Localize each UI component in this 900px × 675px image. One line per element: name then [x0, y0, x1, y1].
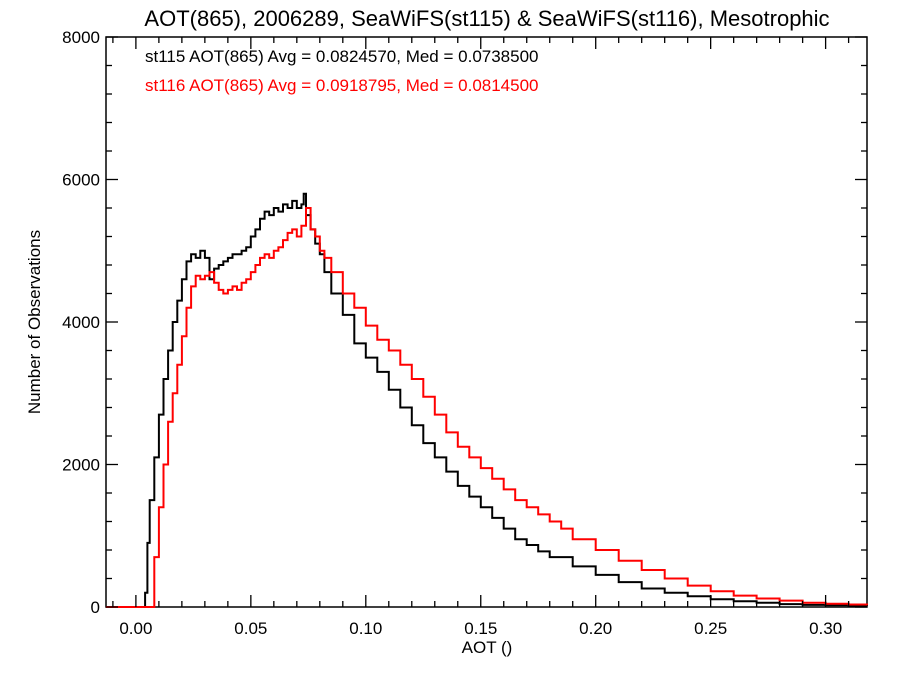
x-tick-label: 0.00 [119, 619, 152, 638]
series-layer [106, 192, 868, 608]
x-axis-label: AOT () [462, 638, 513, 657]
plot-frame [105, 36, 868, 608]
y-tick-label: 8000 [62, 28, 100, 47]
y-axis-label: Number of Observations [25, 230, 44, 414]
ticks-layer: 0.00 0.05 0.10 0.15 0.20 0.25 0.30 0 2000 4000 600… [62, 28, 867, 638]
x-tick-label: 0.20 [579, 619, 612, 638]
x-tick-label: 0.25 [694, 619, 727, 638]
legend-stats-st115: st115 AOT(865) Avg = 0.0824570, Med = 0.… [145, 47, 539, 66]
x-tick-label: 0.05 [234, 619, 267, 638]
series-line-st115 [106, 192, 868, 608]
legend-stats-st116: st116 AOT(865) Avg = 0.0918795, Med = 0.… [145, 76, 539, 95]
x-tick-label: 0.30 [809, 619, 842, 638]
x-tick-label: 0.15 [464, 619, 497, 638]
y-tick-label: 0 [91, 598, 100, 617]
y-tick-label: 6000 [62, 171, 100, 190]
chart-title: AOT(865), 2006289, SeaWiFS(st115) & SeaW… [144, 6, 829, 31]
y-tick-label: 4000 [62, 313, 100, 332]
series-line-st116 [106, 207, 868, 608]
x-tick-label: 0.10 [349, 619, 382, 638]
y-tick-label: 2000 [62, 456, 100, 475]
